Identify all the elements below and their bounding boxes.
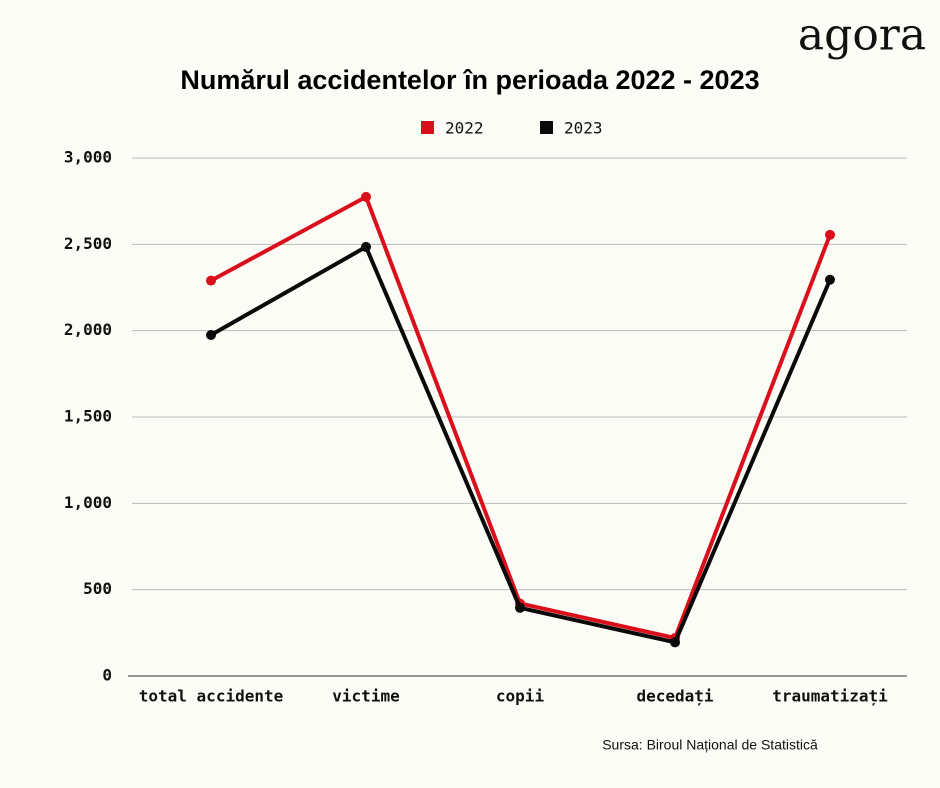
logo: agora — [798, 10, 926, 61]
y-tick-label: 0 — [102, 666, 112, 685]
source: Sursa: Biroul Național de Statistică — [602, 737, 818, 753]
legend-label: 2022 — [445, 119, 484, 138]
series-line — [210, 244, 832, 645]
data-point — [670, 637, 680, 648]
legend-swatch — [421, 121, 434, 134]
y-tick-label: 2,500 — [64, 234, 112, 253]
data-point — [825, 229, 835, 240]
y-tick-label: 3,000 — [64, 148, 112, 167]
data-point — [825, 274, 835, 285]
data-point — [206, 329, 216, 340]
data-point — [361, 191, 371, 202]
x-tick-label: copii — [496, 687, 545, 706]
x-tick-label: total accidente — [139, 687, 284, 706]
legend-swatch — [540, 121, 553, 134]
x-tick-label: decedați — [636, 687, 713, 706]
y-tick-label: 1,000 — [64, 493, 112, 512]
chart-title: Numărul accidentelor în perioada 2022 - … — [180, 65, 759, 95]
data-point — [515, 602, 525, 613]
x-tick-label: traumatizați — [772, 687, 888, 706]
data-point — [361, 241, 371, 252]
y-tick-label: 500 — [83, 579, 112, 598]
x-tick-label: victime — [332, 687, 399, 706]
data-point — [206, 275, 216, 286]
y-tick-label: 1,500 — [64, 407, 112, 426]
y-tick-label: 2,000 — [64, 320, 112, 339]
legend-label: 2023 — [564, 119, 603, 138]
